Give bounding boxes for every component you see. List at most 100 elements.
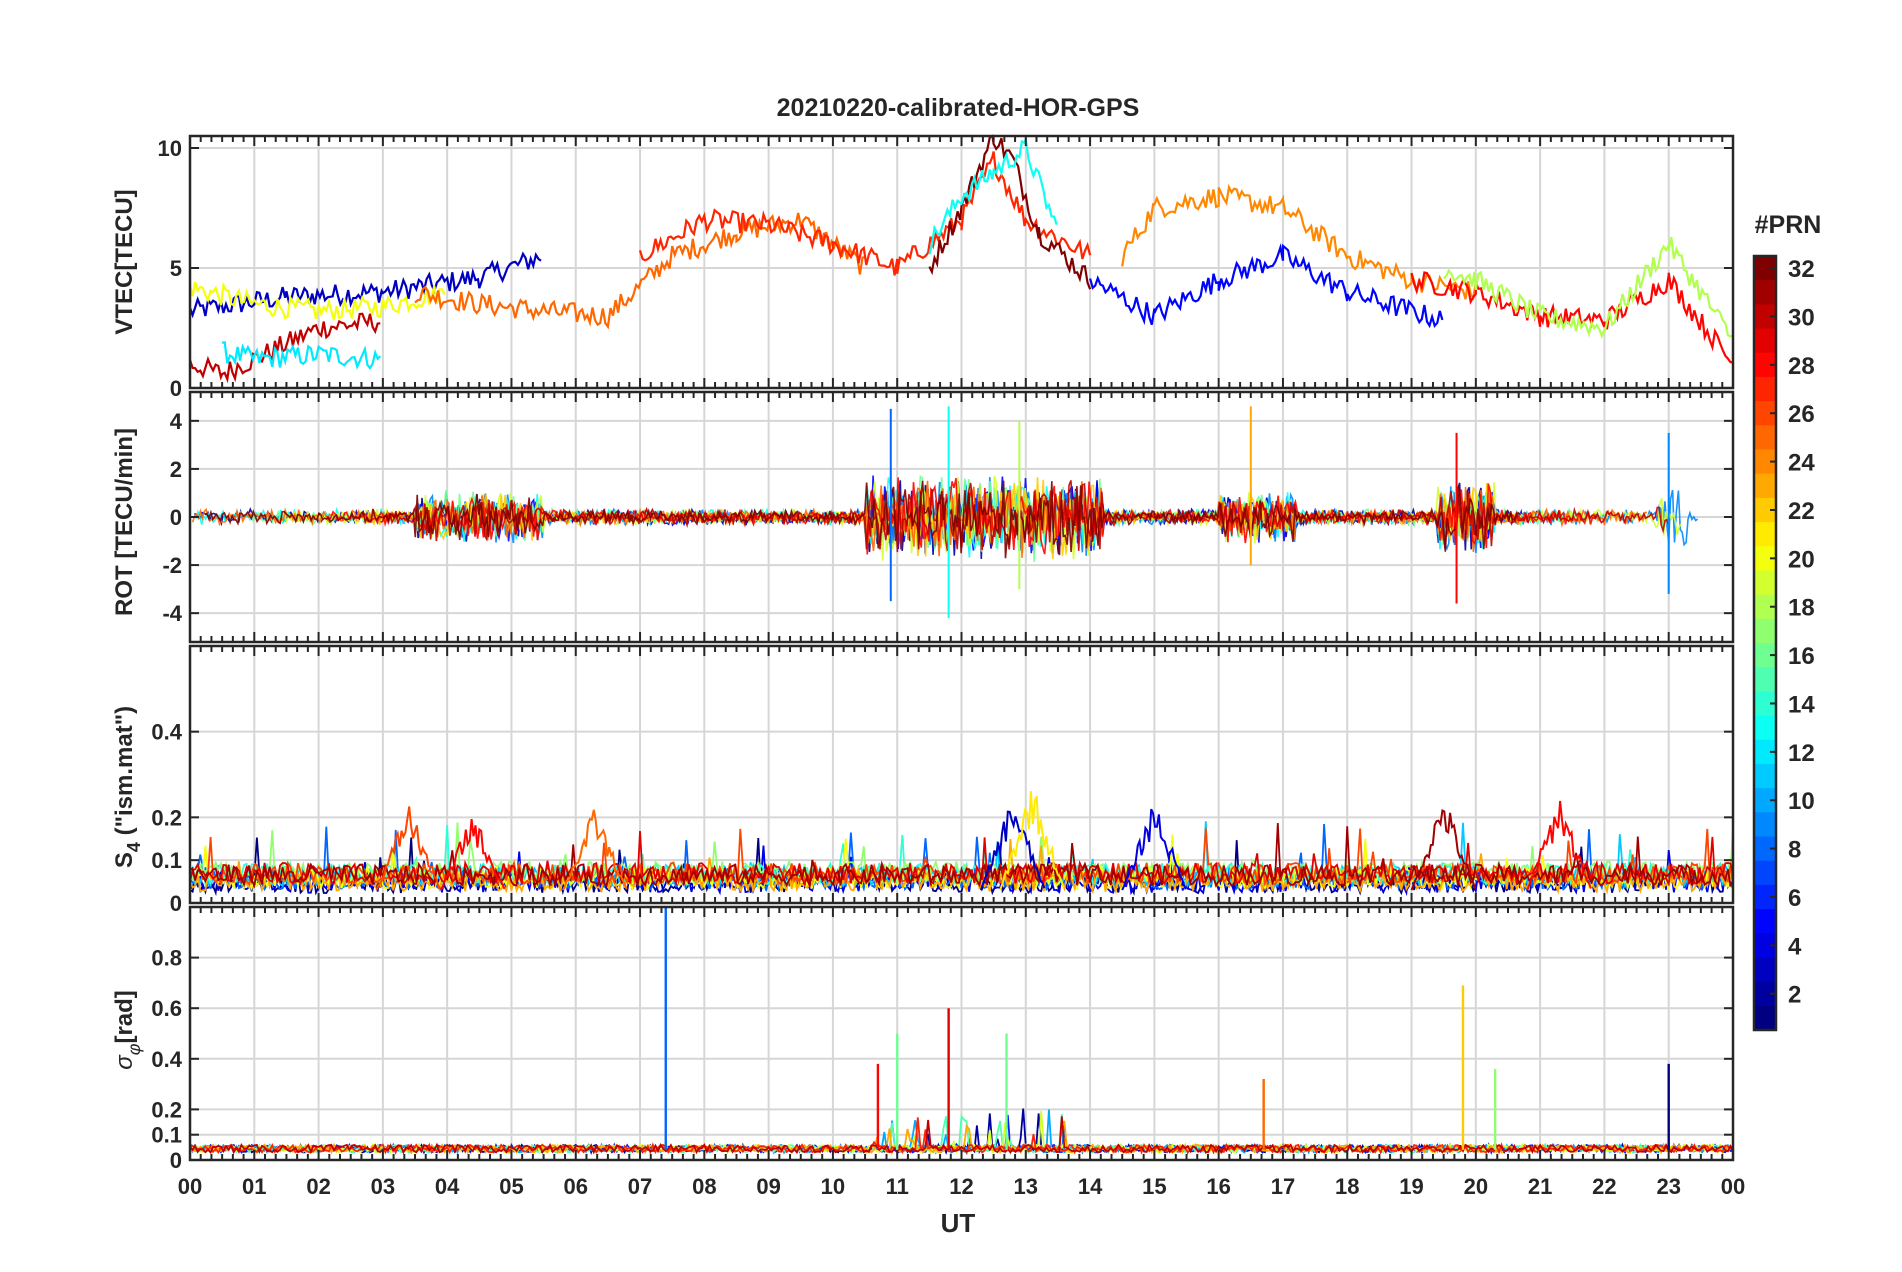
colorbar-tick-label: 14: [1788, 691, 1815, 718]
vtec-series-line: [928, 134, 1092, 290]
y-tick-label: 0.8: [151, 946, 182, 971]
colorbar-swatch: [1754, 449, 1776, 475]
colorbar-tick-label: 10: [1788, 788, 1815, 815]
colorbar-swatch: [1754, 909, 1776, 934]
y-tick-label: 0: [170, 891, 182, 916]
vtec-series-line: [188, 281, 446, 321]
s4-peak-burst: [979, 810, 1046, 891]
vtec-series-line: [414, 212, 866, 330]
colorbar-tick-label: 24: [1788, 450, 1815, 477]
x-tick-label: 05: [499, 1174, 523, 1199]
x-tick-label: 03: [371, 1174, 395, 1199]
colorbar-swatch: [1754, 497, 1776, 523]
x-axis-label: UT: [941, 1208, 976, 1238]
y-tick-label: 0: [170, 1148, 182, 1173]
colorbar-frame: [1752, 254, 1778, 1032]
colorbar-swatch: [1754, 836, 1776, 862]
colorbar-title: #PRN: [1755, 211, 1822, 239]
x-tick-label: 13: [1014, 1174, 1038, 1199]
x-tick-label: 08: [692, 1174, 716, 1199]
colorbar-swatch: [1754, 352, 1776, 378]
colorbar-tick-label: 18: [1788, 595, 1815, 622]
s4-peak-burst: [439, 818, 506, 891]
colorbar-tick-label: 16: [1788, 643, 1815, 670]
colorbar-swatch: [1754, 715, 1776, 741]
vtec-series-line: [188, 312, 381, 384]
s4-series-line: [189, 830, 1734, 887]
x-tick-label: 16: [1206, 1174, 1230, 1199]
colorbar-swatch: [1754, 739, 1776, 765]
s4-peak-burst: [562, 809, 628, 891]
colorbar-swatch: [1754, 667, 1776, 692]
colorbar-tick-label: 4: [1788, 933, 1802, 960]
y-tick-label: 0.1: [151, 848, 182, 873]
vtec-series-line: [1089, 243, 1444, 329]
colorbar-tick-label: 32: [1788, 256, 1815, 283]
colorbar-swatch: [1754, 884, 1776, 910]
y-tick-label: -2: [162, 553, 182, 578]
colorbar-swatch: [1754, 860, 1776, 886]
rot-series-line: [191, 480, 1648, 558]
colorbar-swatch: [1754, 280, 1776, 305]
x-tick-label: 23: [1656, 1174, 1680, 1199]
vtec-series-line: [221, 341, 382, 371]
x-tick-label: 18: [1335, 1174, 1359, 1199]
sigma-phi-ylabel: σφ[rad]: [111, 990, 144, 1070]
colorbar-swatch: [1754, 981, 1776, 1007]
colorbar-swatch: [1754, 401, 1776, 426]
s4-peak-burst: [999, 791, 1065, 891]
colorbar-tick-label: 28: [1788, 353, 1815, 380]
colorbar-tick-label: 22: [1788, 498, 1815, 525]
y-tick-label: 0.6: [151, 996, 182, 1021]
colorbar-swatch: [1754, 570, 1776, 596]
colorbar-swatch: [1754, 328, 1776, 354]
figure-title: 20210220-calibrated-HOR-GPS: [777, 94, 1140, 122]
x-tick-label: 10: [821, 1174, 845, 1199]
s4-peak-burst: [1121, 808, 1187, 891]
colorbar-tick-label: 2: [1788, 982, 1801, 1009]
x-tick-label: 11: [886, 1174, 909, 1199]
colorbar-swatch: [1754, 933, 1776, 958]
colorbar-tick-label: 6: [1788, 885, 1801, 912]
y-tick-label: 0: [170, 505, 182, 530]
vtec-series-line: [188, 251, 542, 319]
colorbar-swatch: [1754, 304, 1776, 330]
sigma-series-line: [189, 1116, 1734, 1155]
colorbar-tick-label: 26: [1788, 401, 1815, 428]
x-tick-label: 02: [306, 1174, 330, 1199]
vtec-series-line: [1410, 271, 1734, 364]
y-tick-label: 0.1: [151, 1123, 182, 1148]
x-tick-label: 07: [628, 1174, 652, 1199]
colorbar-swatch: [1754, 1005, 1776, 1031]
y-tick-label: 0.4: [151, 720, 182, 745]
y-tick-label: 0.2: [151, 1097, 182, 1122]
y-tick-label: 5: [170, 256, 182, 281]
colorbar-swatch: [1754, 256, 1776, 281]
s4-peak-burst: [1526, 800, 1592, 891]
colorbar-swatch: [1754, 618, 1776, 644]
s4-peak-burst: [1410, 808, 1477, 891]
colorbar-swatch: [1754, 957, 1776, 983]
colorbar-swatch: [1754, 763, 1776, 789]
x-tick-label: 20: [1464, 1174, 1488, 1199]
colorbar-swatch: [1754, 546, 1776, 571]
colorbar-swatch: [1754, 594, 1776, 620]
x-tick-label: 22: [1592, 1174, 1616, 1199]
x-tick-label: 09: [756, 1174, 780, 1199]
y-tick-label: 0.2: [151, 805, 182, 830]
x-tick-label: 15: [1142, 1174, 1166, 1199]
colorbar-swatch: [1754, 812, 1776, 837]
s4-ylabel: S4 ("ism.mat"): [111, 706, 144, 868]
x-tick-label: 04: [435, 1174, 460, 1199]
colorbar-tick-label: 20: [1788, 546, 1815, 573]
x-tick-label: 21: [1528, 1174, 1552, 1199]
x-tick-label: 01: [242, 1174, 266, 1199]
colorbar-swatch: [1754, 376, 1776, 402]
y-tick-label: 10: [158, 136, 182, 161]
x-tick-label: 12: [949, 1174, 973, 1199]
y-tick-label: 0: [170, 376, 182, 401]
rot-ylabel: ROT [TECU/min]: [111, 428, 138, 616]
